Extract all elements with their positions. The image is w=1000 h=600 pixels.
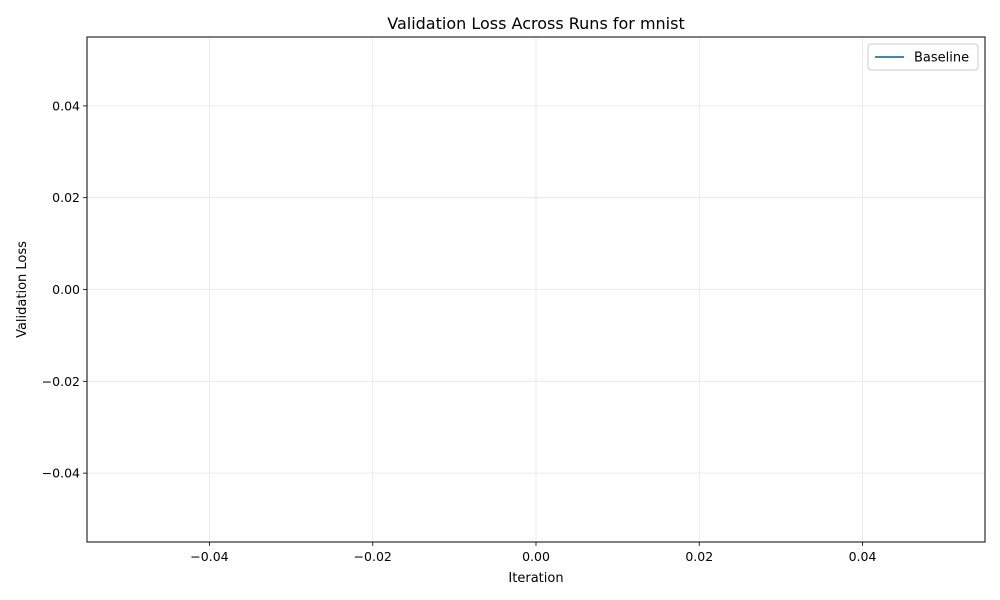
y-tick-label: 0.00 <box>52 282 80 297</box>
chart-title: Validation Loss Across Runs for mnist <box>387 14 684 33</box>
y-axis-label: Validation Loss <box>15 241 30 338</box>
x-axis: −0.04 −0.02 0.00 0.02 0.04 <box>190 542 877 564</box>
y-tick-label: −0.04 <box>42 466 80 481</box>
y-tick-label: 0.04 <box>52 98 80 113</box>
x-tick-label: −0.04 <box>190 549 228 564</box>
x-tick-label: −0.02 <box>354 549 392 564</box>
legend-label-baseline: Baseline <box>914 51 969 66</box>
x-tick-label: 0.04 <box>849 549 877 564</box>
y-tick-label: −0.02 <box>42 374 80 389</box>
y-tick-label: 0.02 <box>52 190 80 205</box>
grid <box>87 37 985 542</box>
legend: Baseline <box>867 43 979 71</box>
legend-box <box>867 43 979 71</box>
x-tick-label: 0.02 <box>685 549 713 564</box>
x-axis-label: Iteration <box>508 571 563 586</box>
x-tick-label: 0.00 <box>522 549 550 564</box>
y-axis: −0.04 −0.02 0.00 0.02 0.04 <box>42 98 87 481</box>
